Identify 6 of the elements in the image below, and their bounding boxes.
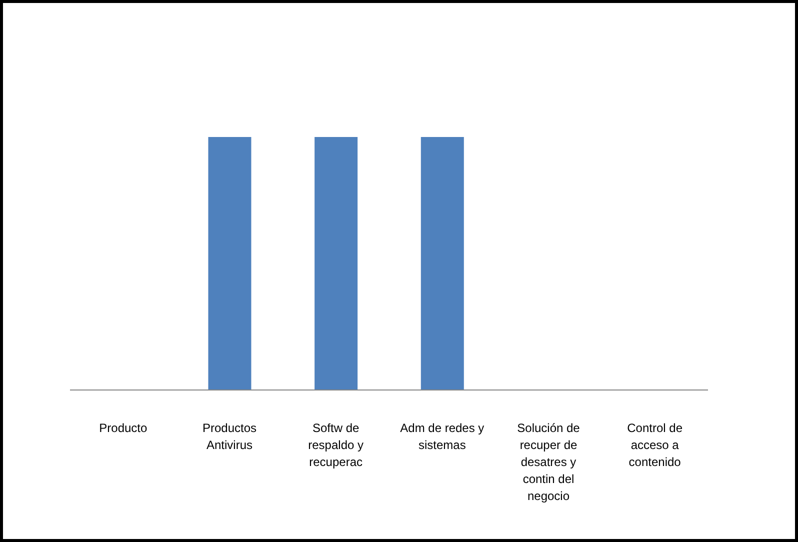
x-tick-label: Solución de recuper de desatres y contin del negocio [517,421,580,503]
x-tick-label: Productos Antivirus [202,421,257,452]
x-tick-label: Control de acceso a contenido [627,421,683,469]
x-tick-label: Producto [99,421,148,435]
x-tick-label: Softw de respaldo y recuperac [308,421,364,469]
x-tick-label: Adm de redes y sistemas [400,421,484,452]
